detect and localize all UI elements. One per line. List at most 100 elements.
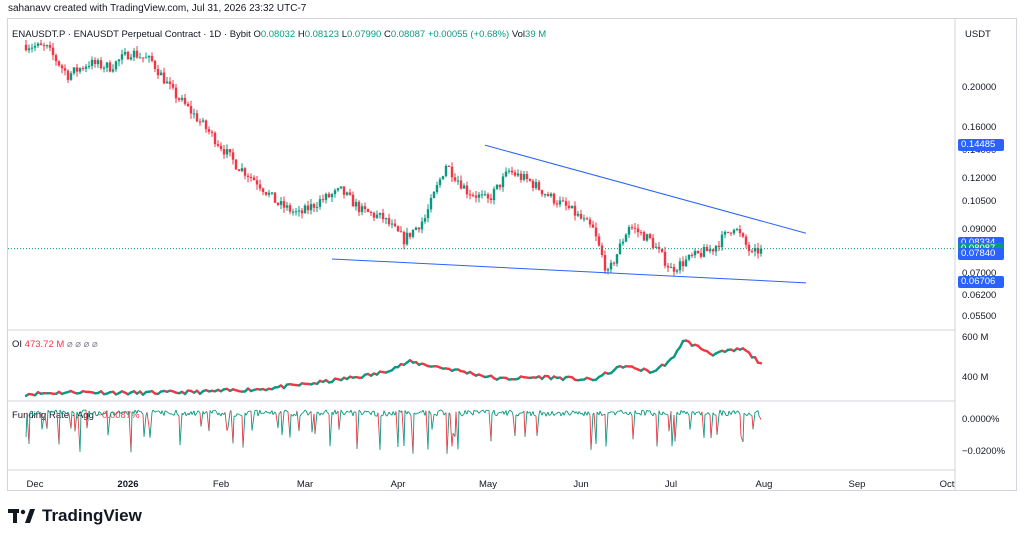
funding-segment	[91, 412, 94, 415]
candle-body	[246, 175, 250, 177]
funding-segment	[370, 411, 373, 415]
funding-segment	[46, 410, 49, 429]
candle-body	[432, 191, 436, 198]
funding-segment	[512, 414, 516, 436]
candle-body	[294, 211, 298, 213]
funding-segment	[448, 412, 451, 414]
funding-segment	[158, 410, 162, 415]
open-value: 0.08032	[260, 29, 296, 40]
funding-tick-label: −0.0200%	[962, 445, 1006, 457]
candle-body	[510, 170, 514, 173]
candle-body	[252, 177, 256, 181]
candle-body	[174, 87, 178, 99]
funding-segment	[304, 409, 307, 412]
candle-body	[123, 51, 127, 55]
candle-body	[657, 246, 661, 249]
funding-segment	[395, 411, 399, 448]
candle-body	[114, 61, 118, 70]
symbol-legend: ENAUSDT.P · ENAUSDT Perpetual Contract ·…	[12, 29, 546, 40]
candle-body	[318, 199, 322, 207]
funding-segment	[692, 411, 696, 416]
candle-body	[561, 200, 565, 202]
candle-body	[99, 60, 103, 69]
price-tick-label: 0.10500	[962, 196, 997, 208]
trendline-upper	[484, 144, 807, 234]
funding-segment	[464, 410, 468, 415]
funding-segment	[590, 413, 594, 450]
candle-body	[525, 174, 529, 180]
candle-body	[117, 59, 121, 62]
candle-body	[474, 195, 478, 198]
candle-body	[738, 228, 742, 234]
candle-body	[552, 193, 556, 204]
oi-segment	[756, 361, 763, 365]
candle-body	[732, 229, 736, 234]
funding-segment	[541, 412, 544, 416]
funding-segment	[466, 410, 469, 415]
funding-segment	[604, 414, 607, 447]
candle-body	[402, 231, 406, 245]
funding-segment	[208, 410, 211, 432]
candle-body	[207, 129, 211, 132]
price-tick-label: 0.20000	[962, 81, 997, 93]
vol-value: 39 M	[525, 29, 547, 40]
funding-segment	[632, 410, 636, 440]
funding-segment	[251, 415, 255, 431]
funding-segment	[80, 409, 84, 415]
price-tick-label: 0.12000	[962, 172, 997, 184]
candle-body	[648, 234, 652, 239]
candle-body	[594, 227, 598, 237]
high-label: H	[297, 29, 305, 40]
funding-segment	[235, 413, 238, 417]
candle-body	[438, 179, 442, 186]
candle-body	[303, 205, 307, 214]
price-badge: 0.06706	[958, 275, 1004, 288]
oi-icons[interactable]: ⌀ ⌀ ⌀ ⌀	[66, 339, 98, 350]
vol-label: Vol	[511, 29, 526, 40]
candle-body	[150, 56, 154, 61]
candle-body	[348, 192, 352, 195]
candle-body	[255, 180, 259, 185]
symbol-name[interactable]: ENAUSDT.P · ENAUSDT Perpetual Contract ·…	[12, 29, 251, 40]
funding-segment	[446, 412, 450, 454]
candle-body	[669, 267, 673, 269]
candle-body	[54, 55, 58, 62]
funding-segment	[152, 409, 156, 413]
tradingview-brand[interactable]: TradingView	[8, 506, 142, 526]
funding-segment	[478, 411, 481, 414]
candle-body	[687, 254, 691, 260]
candle-body	[696, 250, 700, 254]
candle-body	[297, 210, 301, 212]
funding-segment	[176, 413, 180, 417]
funding-segment	[284, 409, 288, 412]
funding-segment	[422, 409, 426, 416]
candle-body	[282, 201, 286, 208]
funding-segment	[728, 410, 732, 415]
funding-segment	[161, 410, 165, 416]
candle-body	[69, 73, 73, 80]
funding-segment	[352, 411, 355, 417]
candle-body	[198, 121, 202, 123]
price-tick-label: 0.06200	[962, 289, 997, 301]
funding-segment	[679, 410, 682, 415]
candle-body	[750, 251, 754, 253]
funding-segment	[274, 411, 277, 414]
candle-body	[63, 68, 67, 71]
funding-segment	[467, 410, 471, 413]
candle-body	[333, 190, 337, 195]
currency-label[interactable]: USDT	[965, 29, 991, 40]
funding-segment	[707, 412, 711, 416]
funding-segment	[572, 410, 576, 414]
funding-segment	[94, 411, 97, 416]
funding-segment	[506, 410, 510, 416]
oi-value: 473.72 M	[24, 339, 65, 350]
funding-segment	[85, 409, 88, 429]
funding-segment	[200, 411, 204, 427]
candle-body	[354, 201, 358, 207]
funding-segment	[317, 411, 321, 416]
funding-segment	[484, 410, 487, 414]
funding-segment	[661, 411, 664, 415]
candle-body	[459, 180, 463, 189]
funding-segment	[680, 410, 684, 414]
